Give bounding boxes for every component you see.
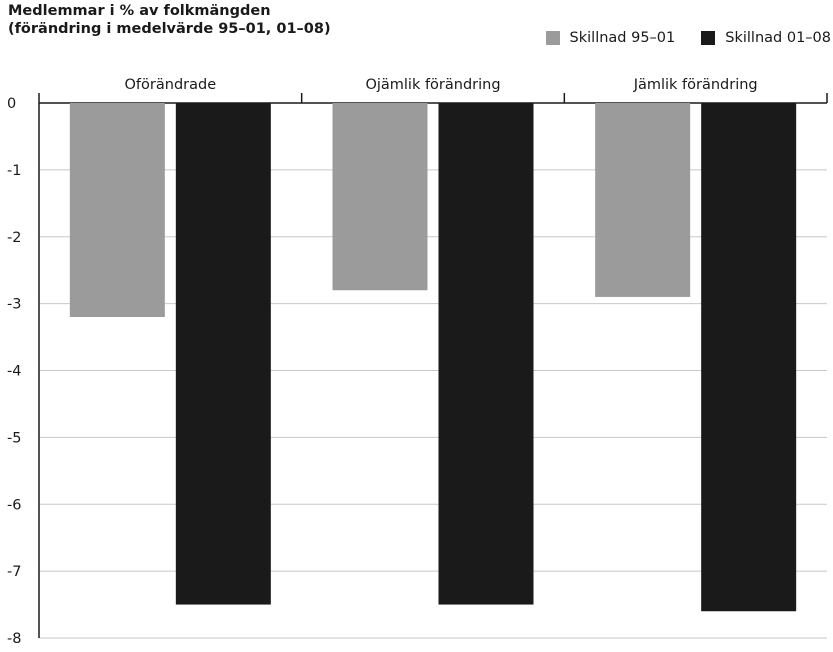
chart-title: Medlemmar i % av folkmängden (förändring…: [8, 2, 331, 38]
legend-swatch-series-1: [545, 31, 560, 45]
y-tick-label-7: -7: [7, 564, 21, 580]
y-tick-label-3: -3: [7, 297, 21, 313]
legend-item-series-2: Skillnad 01–08: [701, 30, 831, 46]
bar-1-1: [332, 103, 428, 291]
bar-2-0: [175, 103, 271, 605]
legend-item-series-1: Skillnad 95–01: [545, 30, 676, 46]
legend-swatch-series-2: [701, 31, 716, 45]
y-tick-label-1: -1: [7, 163, 21, 179]
chart-title-line-2: (förändring i medelvärde 95–01, 01–08): [8, 21, 331, 37]
category-label-1: Ojämlik förändring: [365, 77, 500, 93]
chart-title-line-1: Medlemmar i % av folkmängden: [8, 3, 271, 19]
category-label-2: Jämlik förändring: [633, 77, 758, 93]
bar-1-2: [595, 103, 691, 297]
category-label-0: Oförändrade: [125, 77, 217, 93]
legend-label-series-2: Skillnad 01–08: [725, 30, 831, 46]
y-tick-label-4: -4: [7, 364, 21, 380]
bar-2-2: [701, 103, 797, 612]
y-tick-label-2: -2: [7, 230, 21, 246]
y-tick-label-5: -5: [7, 430, 21, 446]
legend-label-series-1: Skillnad 95–01: [569, 30, 676, 46]
bar-1-0: [69, 103, 165, 317]
legend: Skillnad 95–01 Skillnad 01–08: [520, 30, 831, 46]
y-tick-label-6: -6: [7, 497, 21, 513]
bar-2-1: [438, 103, 534, 605]
y-tick-label-8: -8: [7, 631, 21, 647]
y-tick-label-0: 0: [7, 96, 16, 112]
